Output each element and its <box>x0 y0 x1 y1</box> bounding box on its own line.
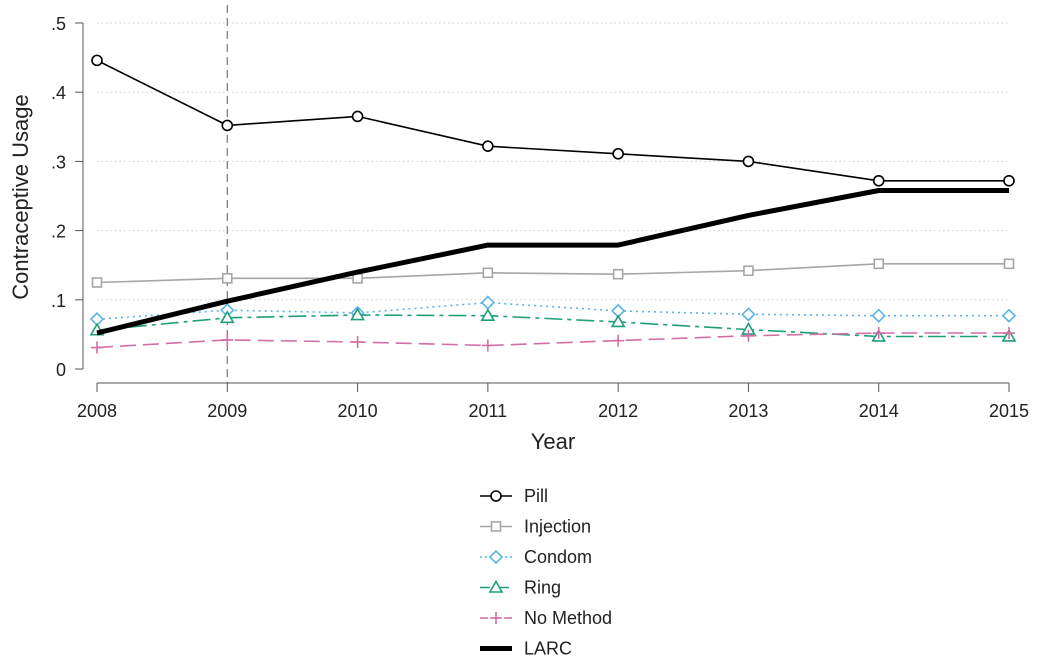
series-line-ring <box>96 314 1009 338</box>
y-tick-label: .5 <box>51 14 66 34</box>
legend-label-no-method: No Method <box>524 608 612 628</box>
x-tick-label: 2009 <box>207 401 247 421</box>
legend-marker-injection <box>490 521 502 532</box>
legend-marker-no-method <box>490 612 502 624</box>
series-pill <box>91 54 1015 187</box>
data-point-no-method <box>612 334 625 347</box>
data-point-ring <box>350 307 365 321</box>
data-point-condom <box>741 307 756 322</box>
legend-marker-pill <box>490 490 502 502</box>
series-no-method <box>91 327 1015 354</box>
data-point-injection <box>91 277 103 288</box>
legend-label-larc: LARC <box>524 639 572 659</box>
data-point-ring <box>480 308 496 322</box>
legend-label-injection: Injection <box>524 517 591 537</box>
data-point-injection <box>743 265 754 277</box>
data-point-injection <box>612 268 624 280</box>
data-point-condom <box>480 295 495 310</box>
data-point-pill <box>742 155 755 168</box>
x-tick-label: 2014 <box>859 401 899 421</box>
data-point-pill <box>612 147 624 160</box>
series-line-no-method <box>96 332 1009 349</box>
series-injection <box>91 258 1015 288</box>
legend-item-condom: Condom <box>480 547 592 567</box>
data-point-condom <box>1001 308 1017 323</box>
data-point-no-method <box>1003 327 1015 340</box>
legend-marker-condom <box>488 549 504 565</box>
data-point-no-method <box>351 336 364 349</box>
legend-item-no-method: No Method <box>480 608 612 628</box>
data-point-injection <box>873 258 885 270</box>
legend: Pill Injection Condom Ring No Method LARC <box>480 486 612 659</box>
x-tick-label: 2012 <box>598 401 638 421</box>
series-layer <box>89 54 1017 354</box>
data-point-pill <box>1003 174 1015 187</box>
y-tick-label: .3 <box>51 152 66 172</box>
data-point-ring <box>610 314 626 328</box>
x-tick-label: 2011 <box>468 401 507 421</box>
data-point-no-method <box>742 329 755 342</box>
data-point-no-method <box>91 341 103 354</box>
data-point-condom <box>871 308 886 323</box>
data-point-injection <box>482 267 494 279</box>
data-point-no-method <box>221 333 234 346</box>
gridlines <box>97 22 1009 301</box>
y-tick-label: 0 <box>56 360 66 380</box>
y-axis-label: Contraceptive Usage <box>8 94 33 299</box>
data-point-injection <box>221 273 233 284</box>
legend-item-pill: Pill <box>480 486 548 506</box>
x-tick-label: 2013 <box>728 401 768 421</box>
legend-item-ring: Ring <box>480 578 561 598</box>
data-point-ring <box>219 310 235 324</box>
data-point-no-method <box>872 327 885 340</box>
data-point-no-method <box>481 339 494 352</box>
legend-label-pill: Pill <box>524 486 548 506</box>
y-tick-label: .1 <box>51 291 66 311</box>
legend-item-injection: Injection <box>480 517 591 537</box>
y-tick-label: .4 <box>51 83 66 103</box>
series-line-larc <box>96 188 1009 336</box>
legend-item-larc: LARC <box>480 639 572 659</box>
data-point-injection <box>1003 258 1015 270</box>
x-tick-label: 2008 <box>77 401 117 421</box>
series-ring <box>89 307 1017 342</box>
x-axis-label: Year <box>531 429 575 454</box>
data-point-pill <box>872 174 885 187</box>
x-tick-label: 2015 <box>989 401 1029 421</box>
series-line-injection <box>96 262 1009 284</box>
series-line-pill <box>96 59 1009 182</box>
legend-marker-ring <box>488 579 504 593</box>
series-larc <box>96 188 1009 336</box>
data-point-pill <box>91 54 103 67</box>
axes: 0 .1 .2 .3 .4 .5 2008 2009 2010 2011 2012 2013 2014 2… <box>51 14 1029 421</box>
legend-label-condom: Condom <box>524 547 592 567</box>
data-point-pill <box>351 110 364 123</box>
legend-label-ring: Ring <box>524 578 561 598</box>
data-point-pill <box>221 119 234 132</box>
y-tick-label: .2 <box>51 222 66 242</box>
series-line-condom <box>96 301 1009 320</box>
data-point-pill <box>482 140 494 152</box>
x-tick-label: 2010 <box>338 401 378 421</box>
